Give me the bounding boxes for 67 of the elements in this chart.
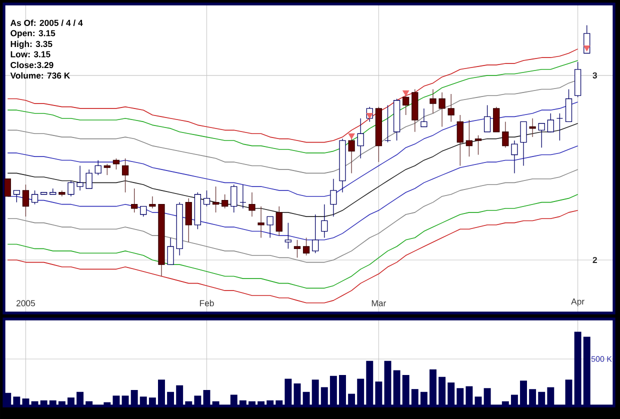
candlestick [384,104,392,143]
y-tick-label: 2 [592,256,597,263]
annotation: Open: 3.15 [10,30,56,38]
candlestick [185,198,192,242]
candlestick [520,121,527,166]
x-tick-label: Feb [200,300,214,306]
candlestick [321,204,328,238]
candlestick [420,108,428,128]
candlestick [456,114,464,166]
candlestick [140,206,147,217]
point [584,46,590,52]
candlestick [294,240,301,258]
candlestick [284,222,292,250]
candlestick [68,180,74,197]
candlestick [502,121,509,148]
candlestick [302,237,310,256]
candlestick [104,164,110,176]
y-tick-label: 500 K [591,356,612,362]
candlestick [547,113,554,132]
candlestick [448,94,454,122]
candlestick [493,106,500,132]
candlestick [248,192,256,217]
candlestick [511,140,518,174]
candlestick [430,88,436,114]
annotation: High: 3.35 [10,40,52,49]
candlestick [76,165,84,191]
annotation: Low: 3.15 [10,51,50,58]
candlestick [203,190,210,207]
candlestick [276,206,282,236]
candlestick [529,118,536,138]
candlestick [565,88,572,122]
point [402,90,410,96]
x-tick-label: Apr [571,298,584,306]
candlestick [222,194,228,209]
candlestick [357,118,364,159]
candlestick [122,158,129,193]
annotation: Volume: 736 K [10,72,70,79]
candlestick [266,216,274,238]
candlestick [212,186,220,213]
candlestick [258,206,264,238]
y-tick-label: 3 [592,72,597,79]
point [348,133,355,140]
point [366,113,373,119]
candlestick [131,188,138,213]
candlestick [13,190,20,203]
candlestick [22,184,30,217]
x-tick-label: 2005 [16,300,35,306]
candlestick [86,169,92,189]
candlestick [330,178,337,217]
candlestick [94,160,102,176]
candlestick [484,104,491,132]
annotation: Close:3.29 [10,62,54,68]
candlestick [466,120,473,157]
annotation: As Of: 2005 / 4 / 4 [10,20,83,26]
candlestick [312,214,319,254]
candlestick [474,134,482,156]
candlestick [31,190,38,205]
candlestick [438,92,446,128]
candlestick [149,196,156,209]
candlestick [112,158,120,170]
candlestick [230,184,238,213]
candlestick [4,178,11,197]
candlestick [538,123,545,148]
x-tick-label: Mar [372,300,386,306]
candlestick [167,237,174,265]
candlestick [556,113,564,141]
candlestick [240,184,246,209]
